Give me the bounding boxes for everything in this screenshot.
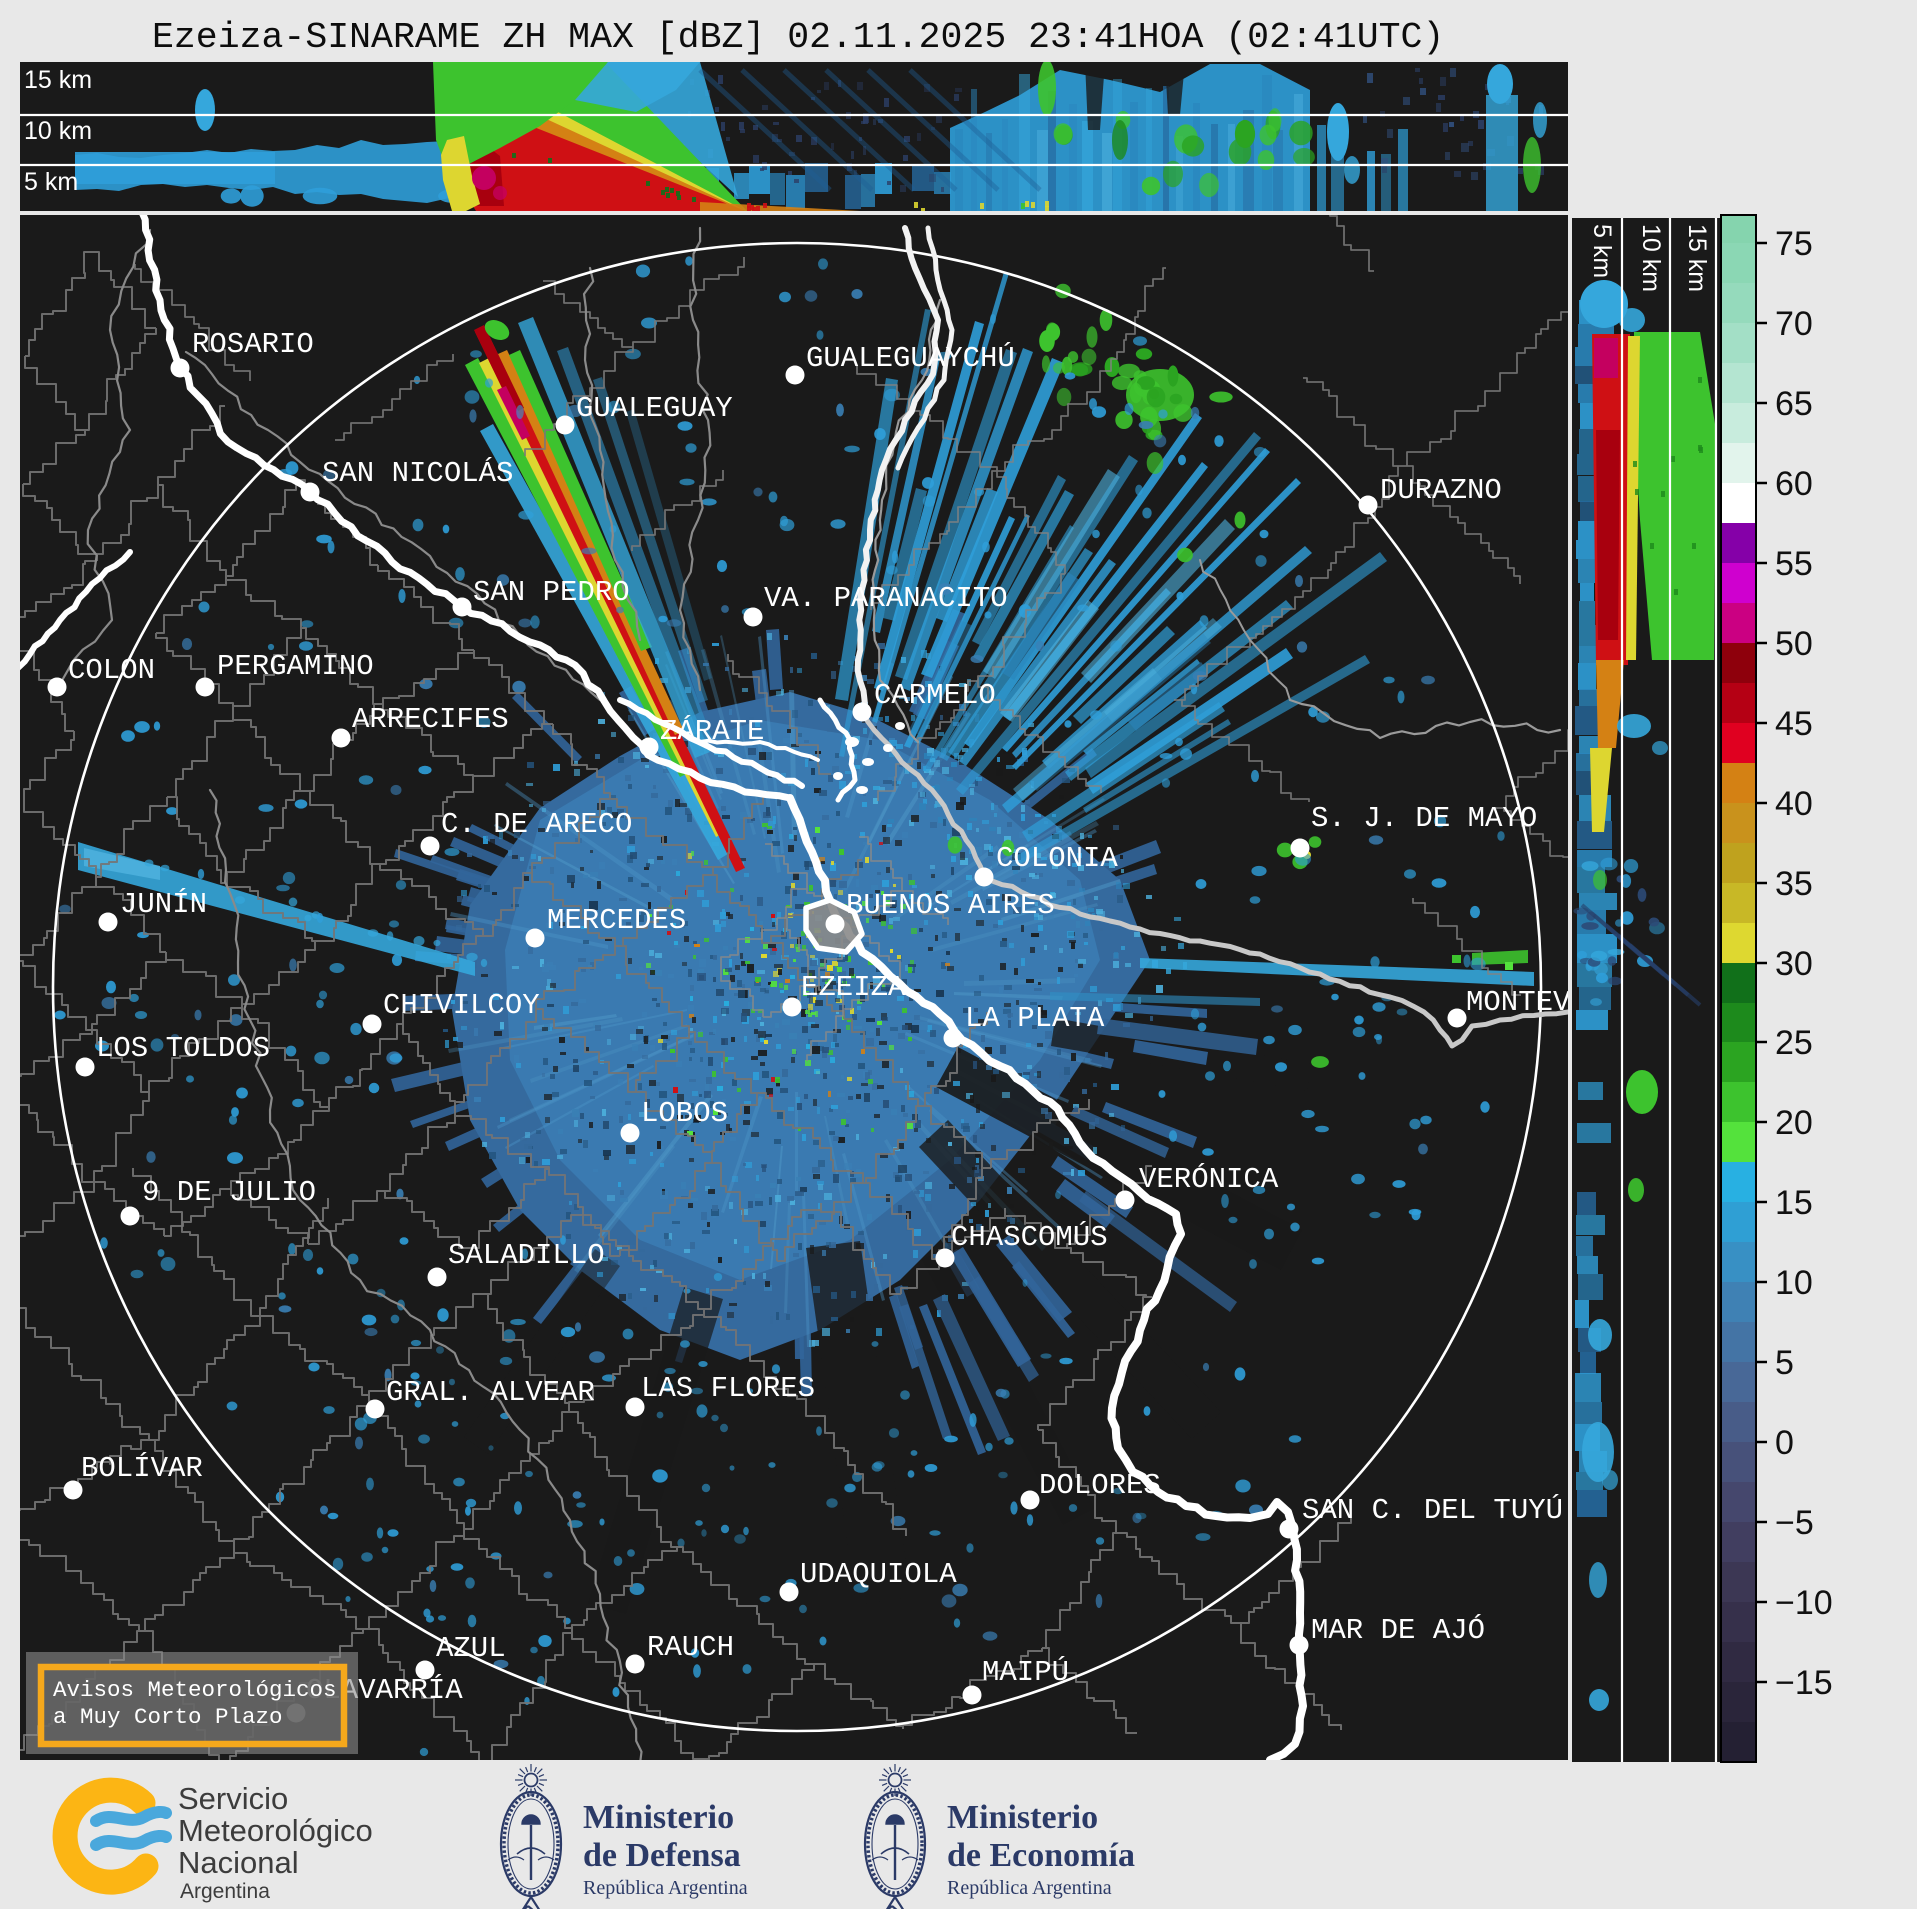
svg-text:LAS FLORES: LAS FLORES bbox=[641, 1372, 815, 1405]
svg-text:Ezeiza-SINARAME ZH MAX [dBZ] 0: Ezeiza-SINARAME ZH MAX [dBZ] 02.11.2025 … bbox=[152, 17, 1444, 58]
svg-text:CHIVILCOY: CHIVILCOY bbox=[383, 989, 540, 1022]
svg-text:EZEIZA: EZEIZA bbox=[801, 971, 906, 1004]
svg-text:10 km: 10 km bbox=[1637, 224, 1665, 292]
svg-text:UDAQUIOLA: UDAQUIOLA bbox=[800, 1558, 957, 1591]
svg-text:MERCEDES: MERCEDES bbox=[547, 904, 686, 937]
svg-text:de Economía: de Economía bbox=[947, 1837, 1135, 1874]
svg-text:Ministerio: Ministerio bbox=[947, 1799, 1098, 1836]
svg-text:SAN C. DEL TUYÚ: SAN C. DEL TUYÚ bbox=[1302, 1493, 1563, 1527]
svg-text:9 DE JULIO: 9 DE JULIO bbox=[142, 1176, 316, 1209]
svg-text:70: 70 bbox=[1775, 305, 1813, 343]
svg-text:República Argentina: República Argentina bbox=[583, 1877, 748, 1899]
svg-text:Nacional: Nacional bbox=[178, 1845, 299, 1880]
svg-text:45: 45 bbox=[1775, 705, 1813, 743]
svg-text:40: 40 bbox=[1775, 785, 1813, 823]
svg-text:SAN PEDRO: SAN PEDRO bbox=[473, 576, 630, 609]
svg-text:COLONIA: COLONIA bbox=[996, 842, 1118, 875]
svg-text:DOLORES: DOLORES bbox=[1039, 1469, 1161, 1502]
svg-text:LOS TOLDOS: LOS TOLDOS bbox=[96, 1032, 270, 1065]
svg-text:10 km: 10 km bbox=[24, 117, 92, 145]
svg-text:5: 5 bbox=[1775, 1344, 1794, 1382]
svg-text:GRAL. ALVEAR: GRAL. ALVEAR bbox=[386, 1376, 595, 1409]
svg-text:MONTEV: MONTEV bbox=[1466, 986, 1571, 1019]
svg-text:ARRECIFES: ARRECIFES bbox=[352, 703, 509, 736]
svg-text:S. J. DE MAYO: S. J. DE MAYO bbox=[1311, 802, 1537, 835]
svg-text:30: 30 bbox=[1775, 945, 1813, 983]
svg-text:60: 60 bbox=[1775, 465, 1813, 503]
svg-text:CHASCOMÚS: CHASCOMÚS bbox=[951, 1220, 1108, 1254]
svg-text:15: 15 bbox=[1775, 1184, 1813, 1222]
svg-text:JUNÍN: JUNÍN bbox=[120, 887, 207, 921]
svg-text:VERÓNICA: VERÓNICA bbox=[1139, 1162, 1279, 1196]
svg-text:15 km: 15 km bbox=[24, 66, 92, 94]
svg-text:10: 10 bbox=[1775, 1264, 1813, 1302]
svg-text:LA PLATA: LA PLATA bbox=[965, 1002, 1105, 1035]
svg-text:ROSARIO: ROSARIO bbox=[192, 328, 314, 361]
svg-text:VA. PARANACITO: VA. PARANACITO bbox=[764, 582, 1008, 615]
svg-text:SAN NICOLÁS: SAN NICOLÁS bbox=[322, 456, 513, 490]
svg-text:República Argentina: República Argentina bbox=[947, 1877, 1112, 1899]
svg-text:5 km: 5 km bbox=[1588, 224, 1616, 278]
svg-text:AZUL: AZUL bbox=[436, 1632, 506, 1665]
svg-text:CARMELO: CARMELO bbox=[874, 679, 996, 712]
svg-text:BUENOS AIRES: BUENOS AIRES bbox=[846, 889, 1055, 922]
svg-text:COLON: COLON bbox=[68, 654, 155, 687]
svg-text:Argentina: Argentina bbox=[180, 1880, 270, 1903]
svg-text:SALADILLO: SALADILLO bbox=[448, 1239, 605, 1272]
svg-text:−10: −10 bbox=[1775, 1584, 1833, 1622]
svg-text:75: 75 bbox=[1775, 225, 1813, 263]
svg-text:5 km: 5 km bbox=[24, 168, 78, 196]
svg-text:50: 50 bbox=[1775, 625, 1813, 663]
svg-text:BOLÍVAR: BOLÍVAR bbox=[81, 1451, 203, 1485]
svg-text:GUALEGUAY: GUALEGUAY bbox=[576, 392, 733, 425]
svg-text:DURAZNO: DURAZNO bbox=[1380, 474, 1502, 507]
svg-text:MAR DE AJÓ: MAR DE AJÓ bbox=[1311, 1613, 1485, 1647]
svg-text:GUALEGUAYCHÚ: GUALEGUAYCHÚ bbox=[806, 341, 1015, 375]
svg-text:RAUCH: RAUCH bbox=[647, 1631, 734, 1664]
svg-text:C. DE ARECO: C. DE ARECO bbox=[441, 808, 632, 841]
svg-text:Meteorológico: Meteorológico bbox=[178, 1813, 373, 1848]
svg-text:65: 65 bbox=[1775, 385, 1813, 423]
svg-text:MAIPÚ: MAIPÚ bbox=[982, 1655, 1069, 1689]
svg-text:de Defensa: de Defensa bbox=[583, 1837, 741, 1874]
svg-text:LOBOS: LOBOS bbox=[641, 1097, 728, 1130]
svg-text:Servicio: Servicio bbox=[178, 1781, 288, 1816]
svg-text:15 km: 15 km bbox=[1683, 224, 1711, 292]
svg-text:25: 25 bbox=[1775, 1024, 1813, 1062]
svg-text:35: 35 bbox=[1775, 865, 1813, 903]
svg-text:0: 0 bbox=[1775, 1424, 1794, 1462]
svg-text:−5: −5 bbox=[1775, 1504, 1814, 1542]
svg-text:20: 20 bbox=[1775, 1104, 1813, 1142]
svg-text:a Muy Corto Plazo: a Muy Corto Plazo bbox=[53, 1704, 283, 1730]
svg-text:Ministerio: Ministerio bbox=[583, 1799, 734, 1836]
svg-text:−15: −15 bbox=[1775, 1664, 1833, 1702]
svg-text:Avisos Meteorológicos: Avisos Meteorológicos bbox=[53, 1677, 337, 1703]
svg-text:PERGAMINO: PERGAMINO bbox=[217, 650, 374, 683]
svg-text:ZÁRATE: ZÁRATE bbox=[660, 714, 764, 748]
svg-text:55: 55 bbox=[1775, 545, 1813, 583]
